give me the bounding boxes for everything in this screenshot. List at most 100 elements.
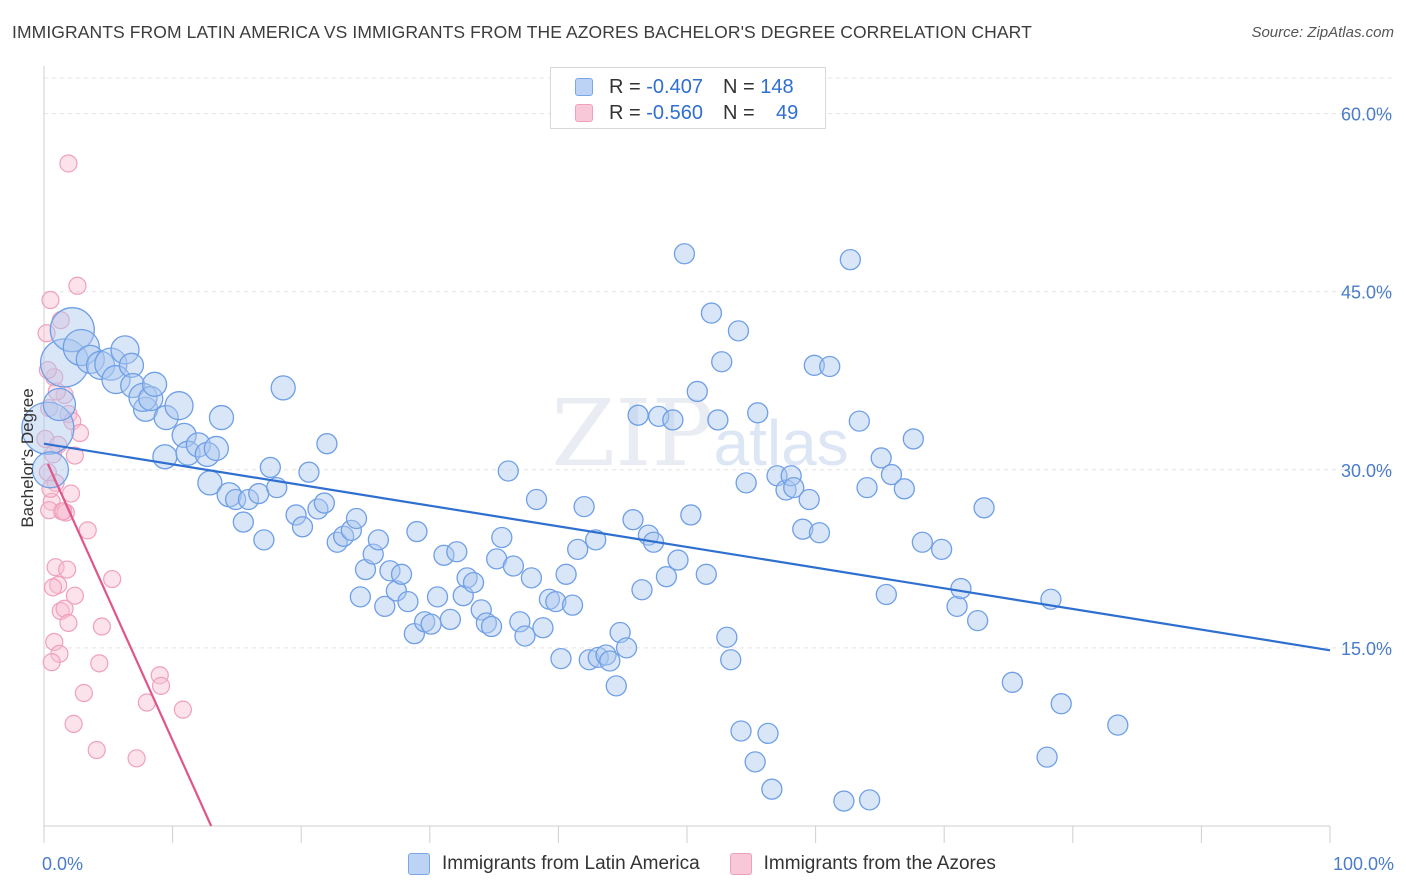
data-point-latin-america bbox=[532, 617, 554, 639]
data-point-latin-america bbox=[340, 519, 363, 542]
data-point-latin-america bbox=[49, 307, 95, 353]
data-point-latin-america bbox=[761, 778, 783, 800]
data-point-azores bbox=[173, 700, 192, 719]
data-point-latin-america bbox=[1050, 693, 1072, 715]
data-point-latin-america bbox=[270, 375, 296, 401]
legend-item-azores[interactable]: Immigrants from the Azores bbox=[729, 853, 996, 875]
data-point-latin-america bbox=[379, 560, 401, 582]
stats-r-label: R = bbox=[609, 101, 641, 124]
data-point-azores bbox=[74, 683, 93, 703]
data-point-latin-america bbox=[798, 488, 820, 511]
data-point-latin-america bbox=[627, 404, 649, 426]
data-point-latin-america bbox=[291, 516, 314, 538]
data-point-latin-america bbox=[237, 488, 260, 511]
y-tick-label: 60.0% bbox=[1341, 105, 1392, 125]
data-point-azores bbox=[127, 749, 146, 768]
stats-swatch-latin-america bbox=[575, 78, 593, 96]
data-point-latin-america bbox=[298, 461, 320, 483]
data-point-latin-america bbox=[208, 404, 235, 431]
stats-r-value: -0.407 bbox=[646, 75, 703, 98]
data-point-latin-america bbox=[307, 498, 329, 520]
data-point-azores bbox=[59, 154, 78, 173]
data-point-latin-america bbox=[285, 504, 307, 526]
data-point-azores bbox=[78, 521, 97, 540]
x-tick-label: 100.0% bbox=[1333, 854, 1394, 874]
data-point-latin-america bbox=[783, 476, 805, 499]
data-point-latin-america bbox=[446, 541, 468, 563]
data-point-latin-america bbox=[622, 509, 644, 531]
data-point-azores bbox=[45, 632, 64, 652]
data-point-latin-america bbox=[514, 625, 536, 647]
data-point-latin-america bbox=[655, 566, 678, 588]
data-point-latin-america bbox=[491, 526, 513, 549]
data-point-latin-america bbox=[875, 583, 897, 606]
data-point-latin-america bbox=[248, 482, 270, 505]
chart-title: IMMIGRANTS FROM LATIN AMERICA VS IMMIGRA… bbox=[12, 22, 1032, 42]
data-point-latin-america bbox=[120, 372, 146, 399]
data-point-latin-america bbox=[973, 497, 995, 519]
data-point-azores bbox=[65, 446, 84, 465]
stats-n-value: 49 bbox=[775, 101, 799, 124]
data-point-latin-america bbox=[470, 599, 492, 621]
series-azores-points bbox=[36, 154, 192, 768]
data-point-latin-america bbox=[439, 608, 462, 631]
data-point-latin-america bbox=[711, 351, 733, 373]
data-point-azores bbox=[41, 290, 60, 310]
data-point-latin-america bbox=[930, 538, 953, 561]
data-point-azores bbox=[68, 276, 87, 295]
legend-label: Immigrants from the Azores bbox=[763, 853, 996, 874]
data-point-azores bbox=[40, 501, 59, 520]
data-point-azores bbox=[151, 676, 171, 695]
data-point-latin-america bbox=[615, 637, 638, 659]
data-point-latin-america bbox=[42, 387, 77, 422]
data-point-latin-america bbox=[497, 460, 519, 482]
data-point-latin-america bbox=[462, 571, 485, 594]
data-point-latin-america bbox=[848, 410, 870, 432]
data-point-latin-america bbox=[520, 567, 543, 589]
data-point-latin-america bbox=[374, 595, 396, 617]
data-point-latin-america bbox=[397, 590, 419, 613]
data-point-latin-america bbox=[555, 563, 577, 585]
data-point-latin-america bbox=[966, 609, 989, 632]
data-point-latin-america bbox=[716, 626, 738, 648]
data-point-azores bbox=[92, 617, 111, 636]
legend-item-latin-america[interactable]: Immigrants from Latin America bbox=[408, 853, 700, 875]
data-point-latin-america bbox=[585, 529, 607, 551]
axes bbox=[43, 66, 1331, 843]
data-point-latin-america bbox=[775, 479, 797, 501]
data-point-latin-america bbox=[390, 563, 413, 585]
data-point-latin-america bbox=[680, 504, 702, 526]
data-point-latin-america bbox=[545, 590, 567, 613]
data-point-latin-america bbox=[550, 647, 572, 670]
data-point-latin-america bbox=[480, 615, 503, 638]
data-point-latin-america bbox=[349, 586, 372, 608]
data-point-latin-america bbox=[833, 790, 855, 812]
data-point-azores bbox=[70, 423, 90, 443]
data-point-latin-america bbox=[406, 520, 428, 543]
data-point-latin-america bbox=[744, 751, 766, 773]
stats-n-value: 148 bbox=[760, 75, 794, 98]
watermark: ZIPatlas bbox=[551, 380, 848, 487]
trend-line-azores bbox=[46, 463, 213, 827]
data-point-latin-america bbox=[118, 352, 145, 378]
y-tick-label: 45.0% bbox=[1341, 283, 1392, 303]
data-point-latin-america bbox=[599, 650, 621, 672]
data-point-latin-america bbox=[345, 507, 368, 530]
x-tick-labels: 0.0% 100.0% bbox=[42, 854, 1394, 874]
stats-swatch-azores bbox=[575, 104, 593, 122]
data-point-latin-america bbox=[573, 495, 595, 518]
data-point-latin-america bbox=[667, 549, 689, 571]
trend-line-latin-america bbox=[43, 442, 1331, 652]
legend: Immigrants from Latin America Immigrants… bbox=[408, 850, 1026, 878]
data-point-latin-america bbox=[21, 401, 75, 455]
data-point-latin-america bbox=[856, 476, 878, 499]
data-point-azores bbox=[43, 578, 63, 597]
data-point-latin-america bbox=[175, 440, 201, 466]
legend-swatch-latin-america bbox=[408, 853, 430, 875]
data-point-latin-america bbox=[525, 488, 548, 511]
data-point-azores bbox=[64, 714, 83, 733]
data-point-latin-america bbox=[757, 722, 779, 745]
data-point-latin-america bbox=[720, 649, 742, 671]
data-point-latin-america bbox=[362, 543, 384, 565]
data-point-latin-america bbox=[253, 529, 275, 551]
